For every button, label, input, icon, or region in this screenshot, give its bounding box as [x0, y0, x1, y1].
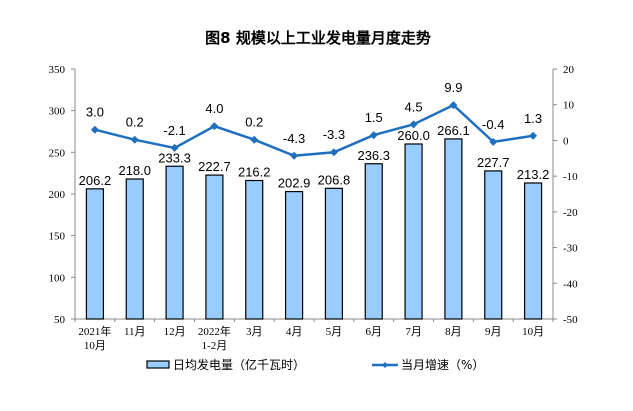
line-point-marker	[130, 135, 139, 144]
line-data-label: 0.2	[245, 115, 263, 130]
line-point-marker	[449, 101, 458, 110]
bar-data-label: 233.3	[158, 150, 191, 165]
left-tick-label: 250	[49, 147, 66, 159]
bar-data-label: 218.0	[118, 163, 151, 178]
x-tick-label: 8月	[445, 326, 462, 338]
bar	[245, 179, 264, 320]
line-data-label: 0.2	[126, 115, 144, 130]
line-point-marker	[90, 125, 99, 134]
line-data-label: 9.9	[444, 80, 462, 95]
x-tick-label: 10月	[522, 326, 544, 338]
x-tick-label: 5月	[326, 326, 343, 338]
x-tick-label: 4月	[286, 326, 303, 338]
line-data-label: 4.5	[405, 99, 423, 114]
x-tick-label: 10月	[84, 340, 106, 352]
chart-title: 图8 规模以上工业发电量月度走势	[205, 29, 431, 47]
left-tick-label: 200	[49, 189, 66, 201]
x-tick-label: 1-2月	[202, 340, 228, 352]
bar-data-label: 216.2	[238, 165, 271, 180]
x-tick-label: 2021年	[78, 324, 111, 338]
line-point-marker	[489, 137, 498, 146]
growth-line	[94, 103, 534, 158]
x-tick-label: 7月	[405, 326, 422, 338]
bar-data-label: 260.0	[397, 128, 430, 143]
bar	[125, 178, 144, 320]
line-data-label: 1.5	[365, 110, 383, 125]
bar	[284, 190, 304, 320]
bar	[324, 187, 344, 320]
line-point-marker	[409, 120, 418, 129]
bar-data-label: 222.7	[198, 159, 231, 174]
bar	[444, 138, 463, 320]
right-tick-label: 10	[563, 100, 575, 112]
line-point-marker	[290, 151, 299, 160]
bar-data-label: 236.3	[357, 148, 390, 163]
line-point-marker	[210, 122, 219, 131]
bar	[484, 170, 503, 320]
right-tick-label: -50	[563, 314, 578, 326]
x-tick-label: 6月	[366, 326, 383, 338]
right-tick-label: -40	[563, 278, 578, 290]
line-data-label: -3.3	[323, 127, 345, 142]
bar	[165, 165, 184, 320]
bar-data-label: 227.7	[477, 155, 510, 170]
bar-data-label: 206.8	[318, 172, 351, 187]
x-tick-label: 11月	[124, 326, 146, 338]
line-data-label: 1.3	[524, 111, 542, 126]
right-tick-label: -30	[563, 243, 578, 255]
bar	[205, 174, 224, 320]
line-data-label: -4.3	[283, 131, 305, 146]
bar-data-label: 266.1	[437, 123, 470, 138]
legend-bar-label: 日均发电量（亿千瓦时）	[173, 357, 305, 372]
bar	[364, 163, 383, 320]
bar	[523, 182, 543, 320]
x-tick-label: 2022年	[198, 324, 231, 338]
line-data-label: 3.0	[86, 105, 104, 120]
line-point-marker	[329, 148, 338, 157]
right-tick-label: 0	[563, 135, 569, 147]
line-point-marker	[170, 143, 179, 152]
bar-data-label: 206.2	[79, 173, 112, 188]
line-point-marker	[250, 135, 259, 144]
bar	[404, 143, 423, 320]
right-tick-label: -20	[563, 207, 578, 219]
line-point-marker	[529, 131, 538, 140]
right-tick-label: 20	[563, 64, 575, 76]
line-point-marker	[369, 131, 378, 140]
line-data-label: -0.4	[482, 117, 504, 132]
x-tick-label: 9月	[485, 326, 502, 338]
x-tick-label: 3月	[246, 326, 263, 338]
legend-line-marker	[382, 362, 388, 368]
line-data-label: 4.0	[205, 101, 223, 116]
bar-data-label: 202.9	[278, 176, 311, 191]
bar	[85, 188, 105, 320]
line-data-label: -2.1	[163, 123, 185, 138]
left-tick-label: 350	[49, 64, 66, 76]
left-tick-label: 50	[54, 314, 66, 326]
left-tick-label: 100	[49, 272, 66, 284]
left-tick-label: 150	[49, 231, 66, 243]
left-tick-label: 300	[49, 106, 66, 118]
legend-bar-swatch	[146, 360, 170, 369]
right-tick-label: -10	[563, 171, 578, 183]
x-tick-label: 12月	[164, 326, 186, 338]
legend-line-label: 当月增速（%）	[401, 358, 484, 372]
bar-data-label: 213.2	[517, 167, 550, 182]
